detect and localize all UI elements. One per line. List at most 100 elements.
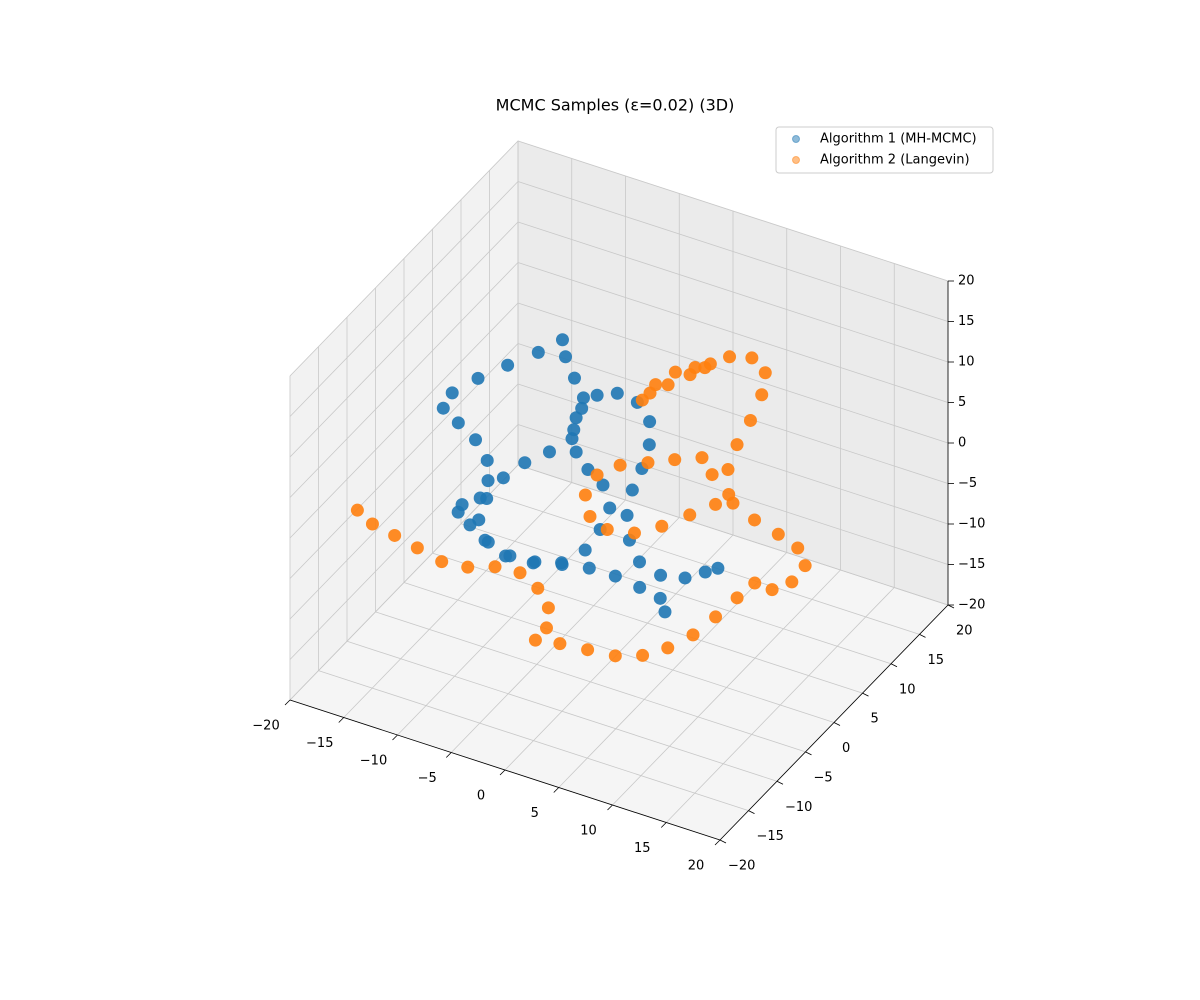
x-tick-label: 0 bbox=[477, 789, 485, 804]
grid-line bbox=[517, 221, 949, 363]
z-tick-label: 0 bbox=[958, 436, 966, 451]
legend: Algorithm 1 (MH-MCMC) Algorithm 2 (Langev… bbox=[775, 126, 994, 174]
point bbox=[575, 401, 589, 415]
y-tick-label: −20 bbox=[728, 859, 755, 874]
point bbox=[743, 413, 757, 427]
point bbox=[455, 498, 469, 512]
point bbox=[410, 541, 424, 555]
point bbox=[698, 361, 712, 375]
y-tick-label: 0 bbox=[842, 741, 850, 756]
y-tick-label: −10 bbox=[785, 800, 812, 815]
point bbox=[569, 445, 583, 459]
x-tick bbox=[284, 699, 291, 706]
legend-box bbox=[775, 126, 994, 174]
z-tick-label: 5 bbox=[958, 395, 966, 410]
y-axis-line bbox=[719, 604, 949, 841]
point bbox=[635, 393, 649, 407]
point bbox=[526, 556, 540, 570]
point bbox=[748, 513, 762, 527]
point bbox=[471, 371, 485, 385]
x-tick-label: 15 bbox=[634, 841, 651, 856]
point bbox=[559, 350, 573, 364]
point bbox=[758, 366, 772, 380]
point bbox=[745, 351, 759, 365]
point bbox=[576, 391, 590, 405]
grid-line bbox=[517, 140, 949, 282]
x-tick-label: −10 bbox=[360, 754, 387, 769]
point bbox=[661, 641, 675, 655]
point bbox=[625, 483, 639, 497]
point bbox=[608, 649, 622, 663]
point bbox=[636, 648, 650, 662]
point bbox=[528, 633, 542, 647]
y-tick-label: −15 bbox=[757, 829, 784, 844]
x-tick-label: −5 bbox=[418, 771, 437, 786]
point bbox=[461, 560, 475, 574]
legend-label: Algorithm 1 (MH-MCMC) bbox=[820, 132, 977, 147]
grid-line bbox=[289, 302, 519, 539]
point bbox=[596, 478, 610, 492]
x-tick-label: 10 bbox=[580, 824, 597, 839]
point bbox=[590, 388, 604, 402]
grid-line bbox=[517, 181, 949, 322]
point bbox=[578, 543, 592, 557]
x-tick bbox=[499, 769, 506, 776]
x-axis-line bbox=[289, 699, 721, 841]
y-tick bbox=[862, 692, 869, 697]
point bbox=[541, 601, 555, 615]
point bbox=[539, 621, 553, 635]
point bbox=[785, 575, 799, 589]
point bbox=[478, 533, 492, 547]
y-tick-label: 10 bbox=[899, 682, 916, 697]
point bbox=[581, 643, 595, 657]
grid-line bbox=[375, 611, 806, 753]
grid-line bbox=[517, 464, 949, 606]
y-tick-label: 20 bbox=[956, 624, 973, 639]
x-tick bbox=[553, 787, 560, 793]
y-tick bbox=[776, 780, 784, 785]
point bbox=[633, 580, 647, 594]
point bbox=[641, 456, 655, 470]
point bbox=[798, 559, 812, 573]
point bbox=[633, 555, 647, 569]
point bbox=[365, 517, 379, 531]
x-tick-label: −20 bbox=[252, 719, 279, 734]
y-tick-label: −5 bbox=[814, 770, 833, 785]
grid-line bbox=[289, 383, 519, 620]
x-tick-label: −15 bbox=[306, 736, 333, 751]
z-tick-label: 10 bbox=[958, 355, 975, 370]
point bbox=[553, 637, 567, 651]
grid-line bbox=[318, 670, 749, 812]
x-tick bbox=[338, 717, 345, 723]
point bbox=[620, 508, 634, 522]
grid-line bbox=[517, 302, 949, 444]
grid-line bbox=[289, 181, 519, 417]
point bbox=[472, 513, 486, 527]
point bbox=[480, 492, 494, 506]
point bbox=[555, 556, 569, 570]
marks bbox=[350, 333, 812, 663]
point bbox=[436, 401, 450, 415]
point bbox=[627, 526, 641, 540]
point bbox=[567, 371, 581, 385]
y-tick bbox=[833, 722, 841, 726]
point bbox=[608, 569, 622, 583]
point bbox=[480, 453, 494, 467]
point bbox=[658, 605, 672, 619]
point bbox=[555, 333, 569, 347]
z-tick-label: 20 bbox=[958, 274, 975, 289]
point bbox=[668, 453, 682, 467]
y-tick bbox=[890, 663, 898, 668]
point bbox=[499, 549, 513, 563]
point bbox=[542, 445, 556, 459]
point bbox=[590, 468, 604, 482]
y-tick bbox=[919, 634, 926, 638]
grid-line bbox=[289, 424, 519, 660]
point bbox=[531, 581, 545, 595]
point bbox=[642, 438, 656, 452]
point bbox=[654, 568, 668, 582]
point bbox=[469, 433, 483, 447]
point bbox=[668, 365, 682, 379]
grid-line bbox=[289, 140, 519, 377]
